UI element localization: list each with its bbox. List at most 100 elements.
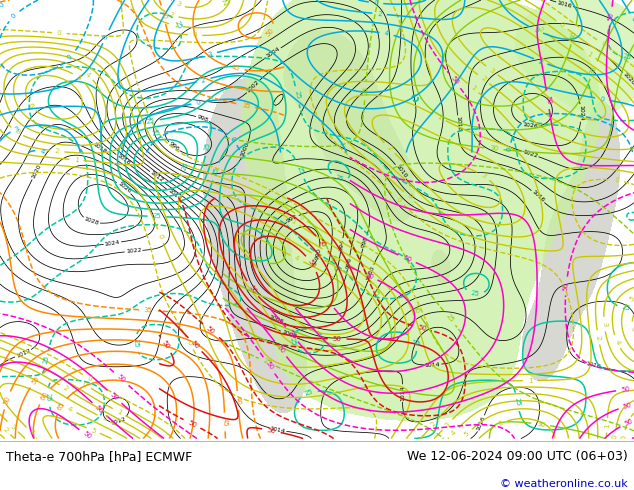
Text: 1014: 1014	[425, 362, 441, 368]
Text: 1008: 1008	[281, 329, 297, 340]
Text: 25: 25	[410, 337, 420, 347]
Text: 1: 1	[436, 114, 443, 121]
Text: 990: 990	[315, 247, 323, 260]
Text: 25: 25	[152, 213, 162, 220]
Text: 25: 25	[288, 337, 297, 347]
Text: 5: 5	[628, 295, 634, 303]
Text: 25: 25	[514, 397, 521, 407]
Text: 1016: 1016	[476, 416, 487, 432]
Text: 1024: 1024	[578, 105, 583, 121]
Text: 1012: 1012	[149, 171, 165, 184]
Text: 5: 5	[75, 74, 82, 81]
Text: 994: 994	[339, 239, 345, 251]
Text: 1: 1	[115, 409, 122, 416]
Text: 2: 2	[480, 75, 487, 83]
Text: 1000: 1000	[240, 142, 250, 158]
Text: 25: 25	[262, 358, 273, 367]
Text: 0: 0	[612, 434, 618, 439]
Text: 4: 4	[384, 30, 389, 37]
Text: 1010: 1010	[394, 164, 408, 179]
Text: 0: 0	[86, 375, 93, 382]
Text: 2: 2	[325, 249, 332, 256]
Text: 30: 30	[411, 304, 420, 315]
Text: 1004: 1004	[266, 47, 281, 59]
Text: Theta-e 700hPa [hPa] ECMWF: Theta-e 700hPa [hPa] ECMWF	[6, 450, 193, 463]
Text: 50: 50	[607, 11, 614, 21]
Text: 50: 50	[190, 340, 200, 350]
Text: 4: 4	[28, 429, 35, 436]
Text: 50: 50	[205, 325, 216, 335]
Text: 50: 50	[81, 431, 92, 441]
Text: 1018: 1018	[92, 142, 107, 155]
Text: 50: 50	[161, 339, 171, 350]
Text: 2: 2	[537, 25, 545, 33]
Text: 1016: 1016	[586, 362, 602, 370]
Text: 4: 4	[559, 67, 566, 74]
Text: 1018: 1018	[455, 116, 461, 132]
Text: 1022: 1022	[522, 149, 538, 159]
Text: 50: 50	[624, 418, 634, 427]
Text: 50: 50	[623, 402, 633, 410]
Text: 0: 0	[10, 12, 18, 20]
Text: 0: 0	[600, 40, 607, 48]
Text: 1028: 1028	[83, 217, 100, 226]
Text: 3: 3	[444, 421, 451, 428]
Text: 1002: 1002	[246, 79, 261, 94]
Text: 2: 2	[99, 147, 105, 152]
Text: 0: 0	[505, 147, 512, 152]
Text: 3: 3	[13, 128, 20, 136]
Text: 4: 4	[613, 339, 621, 345]
Text: 25: 25	[132, 339, 139, 348]
Text: 60: 60	[39, 391, 49, 401]
Text: 4: 4	[67, 406, 74, 413]
Text: 2: 2	[169, 11, 175, 18]
Text: 50: 50	[3, 395, 11, 406]
Text: 50: 50	[287, 329, 297, 340]
Text: 50: 50	[317, 238, 327, 248]
Text: We 12-06-2024 09:00 UTC (06+03): We 12-06-2024 09:00 UTC (06+03)	[407, 450, 628, 463]
Text: 1: 1	[173, 22, 179, 29]
Text: 0: 0	[196, 99, 201, 106]
Text: 996: 996	[345, 256, 352, 269]
Text: 3: 3	[101, 415, 107, 422]
Text: 3: 3	[14, 125, 20, 133]
Text: 2: 2	[377, 11, 382, 17]
Text: 0: 0	[229, 136, 236, 143]
Text: 1016: 1016	[557, 0, 573, 9]
Text: 0: 0	[395, 196, 403, 204]
Text: 998: 998	[361, 236, 369, 248]
Text: 0: 0	[102, 33, 110, 40]
Text: 3: 3	[533, 26, 540, 34]
Text: 25: 25	[211, 167, 220, 177]
Text: 3: 3	[175, 1, 181, 8]
Text: 25: 25	[295, 165, 305, 175]
Text: 0: 0	[193, 32, 197, 38]
Text: 1: 1	[604, 423, 610, 428]
Text: 3: 3	[314, 253, 321, 260]
Text: 1014: 1014	[166, 188, 181, 202]
Text: 50: 50	[417, 324, 427, 332]
Text: 25: 25	[334, 174, 344, 183]
Text: 3: 3	[480, 172, 487, 180]
Text: 2: 2	[538, 58, 544, 65]
Text: 1014: 1014	[269, 426, 286, 434]
Text: 50: 50	[364, 271, 374, 280]
Text: 25: 25	[304, 389, 314, 397]
Text: 50: 50	[264, 361, 275, 371]
Text: 3: 3	[601, 321, 607, 327]
Text: 50: 50	[109, 392, 120, 402]
Text: 0: 0	[297, 214, 304, 221]
Text: 25: 25	[362, 86, 369, 96]
Text: 25: 25	[45, 393, 51, 402]
Text: 5: 5	[90, 427, 96, 434]
Text: 1: 1	[74, 157, 79, 163]
Text: 1012: 1012	[110, 416, 127, 426]
Text: © weatheronline.co.uk: © weatheronline.co.uk	[500, 479, 628, 489]
Text: 2: 2	[62, 385, 69, 392]
Text: 4: 4	[84, 71, 91, 78]
Text: 25: 25	[294, 91, 301, 100]
Text: 50: 50	[402, 254, 412, 263]
Text: 50: 50	[563, 281, 570, 291]
Text: 1014: 1014	[400, 385, 405, 401]
Text: 35: 35	[589, 65, 598, 75]
